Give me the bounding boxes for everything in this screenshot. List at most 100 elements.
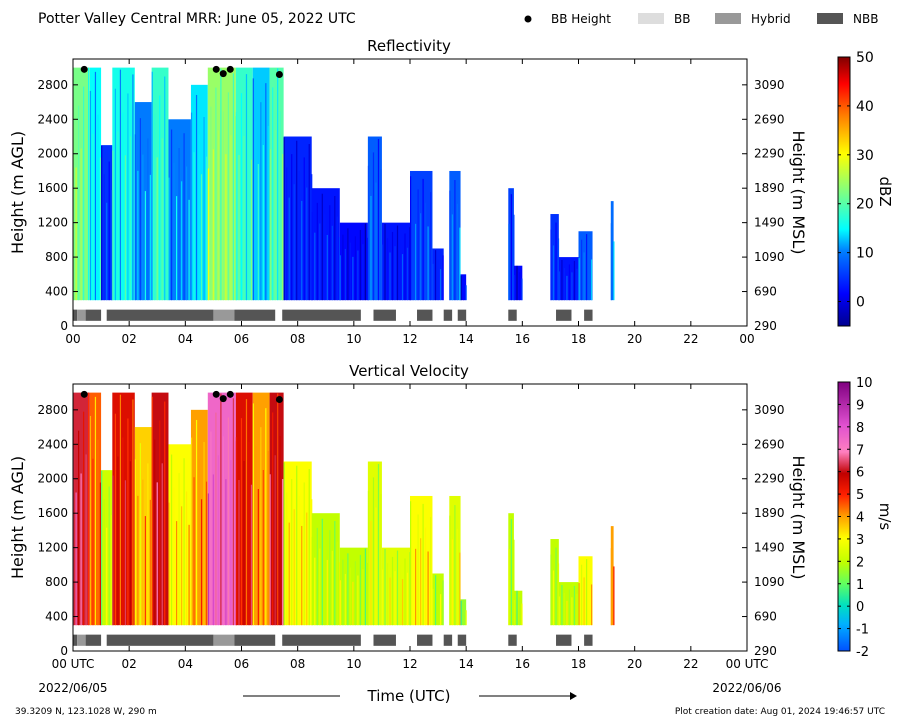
echo-column <box>207 392 237 626</box>
echo-column <box>610 526 615 626</box>
echo-column <box>432 573 444 626</box>
panel-title-vertical-velocity: Vertical Velocity <box>349 362 469 380</box>
echo-column <box>190 84 208 301</box>
bright-band-segment <box>213 309 235 321</box>
colorbar-tick-label: 0 <box>856 295 865 311</box>
y2-tick-label: 690 <box>754 285 777 299</box>
colorbar-tick-label: 40 <box>856 99 874 115</box>
x-tick-label: 16 <box>515 332 530 346</box>
bright-band-segment <box>373 634 396 646</box>
figure-legend: BB Height BB Hybrid NBB <box>524 12 878 26</box>
x-tick-label: 08 <box>290 657 305 671</box>
x-tick-label: 12 <box>402 657 417 671</box>
x-tick-label: 10 <box>346 657 361 671</box>
end-date-label: 2022/06/06 <box>712 681 781 695</box>
bb-height-point <box>219 70 227 78</box>
x-tick-label: 00 UTC <box>726 657 769 671</box>
bright-band-segment <box>77 309 86 321</box>
bright-band-segment <box>73 634 78 646</box>
bright-band-segment <box>85 309 102 321</box>
y-tick-label: 2400 <box>37 437 68 451</box>
colorbar-tick-label: 4 <box>856 511 864 526</box>
legend-swatch <box>638 13 664 24</box>
bb-height-point <box>212 65 220 73</box>
bright-band-segment <box>457 309 467 321</box>
bright-band-segment <box>85 634 102 646</box>
legend-marker-bb-height <box>524 15 532 23</box>
bright-band-segment <box>584 309 593 321</box>
x-tick-label: 06 <box>234 332 249 346</box>
y2-tick-label: 1890 <box>754 181 785 195</box>
x-tick-label: 16 <box>515 657 530 671</box>
echo-column <box>339 222 369 301</box>
echo-column <box>112 392 135 626</box>
echo-column <box>367 136 382 301</box>
echo-column <box>381 222 411 301</box>
colorbar-tick-label: 8 <box>856 421 864 436</box>
echo-column <box>432 248 444 301</box>
y2-axis-label: Height (m MSL) <box>789 455 808 579</box>
echo-column <box>449 170 461 301</box>
bright-band-segment <box>443 634 453 646</box>
echo-column <box>367 461 382 626</box>
bb-height-point <box>226 65 234 73</box>
colorbar-tick-label: 0 <box>856 600 864 615</box>
figure-title: Potter Valley Central MRR: June 05, 2022… <box>38 11 356 27</box>
bb-height-point <box>212 390 220 398</box>
x-tick-label: 00 <box>65 332 80 346</box>
x-tick-label: 02 <box>122 332 137 346</box>
y2-tick-label: 1890 <box>754 506 785 520</box>
x-tick-label: 00 <box>739 332 754 346</box>
echo-column <box>283 136 313 301</box>
bright-band-segment <box>73 309 78 321</box>
colorbar-tick-label: 10 <box>856 246 874 262</box>
y2-tick-label: 2690 <box>754 437 785 451</box>
y2-tick-label: 1490 <box>754 541 785 555</box>
x-tick-label: 20 <box>627 332 642 346</box>
y2-tick-label: 2290 <box>754 147 785 161</box>
y2-tick-label: 1090 <box>754 250 785 264</box>
bb-height-point <box>226 390 234 398</box>
x-tick-label: 20 <box>627 657 642 671</box>
bb-height-point <box>80 65 88 73</box>
vertical-velocity-panel: 00 UTC 02 04 06 08 10 12 14 16 18 20 22 00 UTC040080… <box>8 376 894 671</box>
y2-tick-label: 2690 <box>754 112 785 126</box>
x-tick-label: 22 <box>683 657 698 671</box>
echo-column <box>168 444 191 626</box>
bright-band-segment <box>457 634 467 646</box>
echo-column <box>381 547 411 626</box>
echo-column <box>134 102 152 301</box>
bright-band-segment <box>77 634 86 646</box>
y-tick-label: 800 <box>45 250 68 264</box>
echo-column <box>513 590 523 626</box>
reflectivity-panel: 00 02 04 06 08 10 12 14 16 18 20 22 0004008001200160… <box>8 50 894 346</box>
colorbar-label: dBZ <box>876 176 894 206</box>
x-tick-label: 14 <box>459 657 474 671</box>
echo-column <box>578 231 593 301</box>
echo-column <box>207 67 237 301</box>
echo-column <box>89 67 102 301</box>
echo-column <box>550 539 560 626</box>
y-tick-label: 800 <box>45 575 68 589</box>
legend-label: NBB <box>853 12 878 26</box>
bright-band-segment <box>213 634 235 646</box>
bright-band-segment <box>556 634 572 646</box>
x-tick-label: 06 <box>234 657 249 671</box>
echo-column <box>151 67 169 301</box>
panel-title-reflectivity: Reflectivity <box>367 37 451 55</box>
y-tick-label: 1600 <box>37 181 68 195</box>
bright-band-segment <box>282 309 361 321</box>
y2-tick-label: 3090 <box>754 403 785 417</box>
bright-band-segment <box>417 634 433 646</box>
echo-column <box>101 470 113 626</box>
legend-label: BB Height <box>551 12 611 26</box>
y-tick-label: 2000 <box>37 147 68 161</box>
legend-swatch <box>715 13 741 24</box>
y-tick-label: 2800 <box>37 78 68 92</box>
colorbar-tick-label: 7 <box>856 443 864 458</box>
y-tick-label: 1200 <box>37 216 68 230</box>
x-tick-label: 18 <box>571 657 586 671</box>
echo-column <box>252 67 270 301</box>
y-tick-label: 1600 <box>37 506 68 520</box>
echo-column <box>168 119 191 301</box>
